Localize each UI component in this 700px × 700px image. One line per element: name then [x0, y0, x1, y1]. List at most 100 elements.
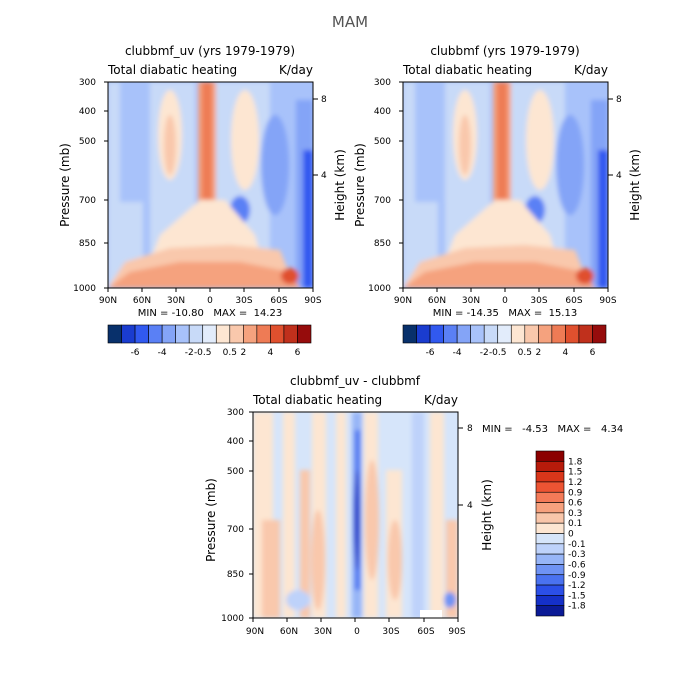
panel-right-xtick-90s: 90S	[599, 296, 616, 306]
colorbar-left-swatch	[161, 324, 176, 344]
colorbar-left-swatch	[202, 324, 217, 344]
panel-left-ytick-1000: 1000	[73, 284, 96, 294]
panel-diff-xtick-90s: 90S	[448, 627, 465, 637]
colorbar-right-swatch	[538, 324, 553, 344]
colorbar-left-swatch	[256, 324, 271, 344]
panel-diff-xtick-30s: 30S	[382, 627, 399, 637]
colorbar-right-label: -0.5	[489, 348, 507, 358]
colorbar-left-swatch	[243, 324, 258, 344]
colorbar-left-swatch	[107, 324, 122, 344]
panel-left-right-ticks: 8 4	[313, 95, 327, 181]
colorbar-left-label: 0.5	[223, 348, 237, 358]
colorbar-diff-label: -0.1	[568, 540, 586, 550]
colorbar-diff-label: -1.8	[568, 602, 586, 612]
panel-left-xtick-90s: 90S	[304, 296, 321, 306]
panel-right-xtick-30n: 30N	[462, 296, 480, 306]
colorbar-left-label: -2	[185, 348, 194, 358]
colorbar-right-swatch	[565, 324, 580, 344]
panel-right-height-4: 4	[616, 171, 622, 181]
panel-left-xtick-0: 0	[207, 296, 213, 306]
colorbar-right-label: -2	[480, 348, 489, 358]
panel-right-xtick-30s: 30S	[530, 296, 547, 306]
colorbar-diff-swatch	[535, 595, 565, 606]
colorbar-diff-swatch	[535, 584, 565, 596]
colorbar-diff-label: 1.8	[568, 457, 583, 467]
panel-diff-ylabel: Pressure (mb)	[204, 478, 218, 562]
panel-diff-xtick-60n: 60N	[280, 627, 298, 637]
panel-diff-ytick-1000: 1000	[221, 614, 244, 624]
panel-right-ylabel-right: Height (km)	[628, 149, 642, 220]
colorbar-left-label: 6	[295, 348, 301, 358]
colorbar-diff-swatch	[535, 502, 565, 514]
panel-left-xtick-90n: 90N	[99, 296, 117, 306]
colorbar-diff-swatch	[535, 522, 565, 534]
panel-right-ytick-300: 300	[374, 78, 391, 88]
colorbar-diff-label: 0.9	[568, 488, 583, 498]
colorbar-left-label: 4	[268, 348, 274, 358]
colorbar-diff-swatch	[535, 491, 565, 503]
colorbar-left-swatch	[283, 324, 298, 344]
colorbar-diff-swatch	[535, 533, 565, 545]
panel-left-xticks: 90N 60N 30N 0 30S 60S 90S	[99, 288, 322, 306]
colorbar-diff-label: -1.5	[568, 591, 586, 601]
colorbar-diff-swatch	[535, 574, 565, 586]
panel-diff-xticks: 90N 60N 30N 0 30S 60S 90S	[246, 618, 466, 637]
panel-left-ytick-500: 500	[79, 137, 96, 147]
panel-diff-subtitle-left: Total diabatic heating	[252, 393, 382, 407]
panel-diff-height-4: 4	[467, 501, 473, 511]
colorbar-diff-label: 0.6	[568, 499, 583, 509]
panel-left-xtick-30s: 30S	[235, 296, 252, 306]
panel-right-height-8: 8	[616, 95, 622, 105]
panel-right-field	[403, 82, 608, 288]
colorbar-left-swatch	[188, 324, 204, 344]
panel-right-xticks: 90N 60N 30N 0 30S 60S 90S	[394, 288, 617, 306]
panel-diff-stats: MIN = -4.53 MAX = 4.34	[482, 424, 623, 435]
colorbar-diff-label: 0.3	[568, 509, 582, 519]
panel-diff-xtick-30n: 30N	[314, 627, 332, 637]
panel-right-ytick-400: 400	[374, 107, 391, 117]
colorbar-left-label: 2	[240, 348, 246, 358]
colorbar-right: -6 -4 -2 -0.5 0.5 2 4 6	[402, 324, 607, 358]
colorbar-left-swatch	[134, 324, 149, 344]
panel-left-xtick-60n: 60N	[133, 296, 151, 306]
panel-left-stats: MIN = -10.80 MAX = 14.23	[138, 308, 282, 319]
panel-left-height-4: 4	[321, 171, 327, 181]
colorbar-left: -6 -4 -2 -0.5 0.5 2 4 6	[107, 324, 312, 358]
panel-diff-ytick-850: 850	[227, 570, 244, 580]
panel-right-yticks: 300 400 500 700 850 1000	[368, 78, 403, 294]
panel-left-ytick-400: 400	[79, 107, 96, 117]
colorbar-diff-swatch	[535, 564, 565, 576]
panel-right-stats: MIN = -14.35 MAX = 15.13	[433, 308, 577, 319]
colorbar-right-swatch	[483, 324, 499, 344]
colorbar-right-swatch	[510, 324, 526, 344]
colorbar-right-swatch	[524, 324, 539, 344]
colorbar-diff-label: -1.2	[568, 581, 586, 591]
panel-right-subtitle-right: K/day	[574, 63, 608, 77]
panel-left-subtitle-right: K/day	[279, 63, 313, 77]
panel-diff-field	[253, 412, 458, 618]
colorbar-diff-swatch	[535, 512, 565, 524]
panel-right-xtick-60s: 60S	[565, 296, 582, 306]
panel-left-ytick-700: 700	[79, 196, 96, 206]
panel-left-ytick-850: 850	[79, 239, 96, 249]
colorbar-right-swatch	[592, 324, 607, 344]
panel-left-subtitle-left: Total diabatic heating	[107, 63, 237, 77]
colorbar-right-label: -6	[426, 348, 435, 358]
colorbar-left-label: -6	[131, 348, 140, 358]
panel-diff-ytick-300: 300	[227, 408, 244, 418]
colorbar-diff-swatch	[535, 450, 565, 462]
colorbar-left-swatch	[297, 324, 312, 344]
panel-diff-xtick-0: 0	[354, 627, 360, 637]
panel-diff-ytick-400: 400	[227, 437, 244, 447]
colorbar-diff-swatch	[535, 461, 565, 472]
colorbar-diff-label: -0.9	[568, 571, 586, 581]
panel-right-xtick-0: 0	[502, 296, 508, 306]
season-title: MAM	[332, 13, 368, 31]
colorbar-diff-label: -0.3	[568, 550, 586, 560]
colorbar-left-swatch	[175, 324, 190, 344]
colorbar-right-swatch	[416, 324, 431, 344]
colorbar-right-swatch	[551, 324, 566, 344]
panel-right-title: clubbmf (yrs 1979-1979)	[430, 44, 579, 58]
panel-diff: clubbmf_uv - clubbmf Total diabatic heat…	[204, 374, 623, 637]
